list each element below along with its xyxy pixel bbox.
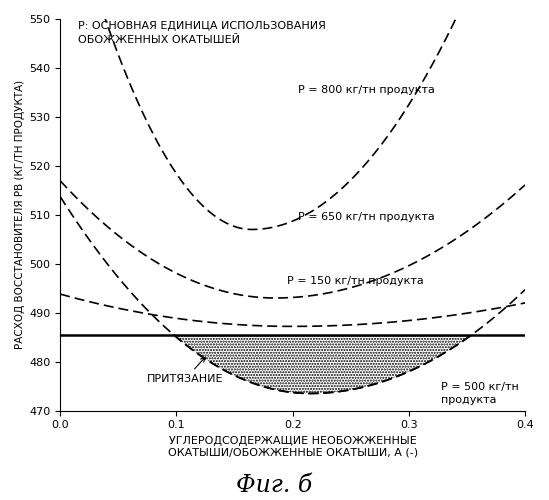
Text: P: ОСНОВНАЯ ЕДИНИЦА ИСПОЛЬЗОВАНИЯ
ОБОЖЖЕННЫХ ОКАТЫШЕЙ: P: ОСНОВНАЯ ЕДИНИЦА ИСПОЛЬЗОВАНИЯ ОБОЖЖЕ… [77, 22, 326, 44]
Y-axis label: РАСХОД ВОССТАНОВИТЕЛЯ РВ (КГ/ТН ПРОДУКТА): РАСХОД ВОССТАНОВИТЕЛЯ РВ (КГ/ТН ПРОДУКТА… [15, 80, 25, 349]
Text: ПРИТЯЗАНИЕ: ПРИТЯЗАНИЕ [147, 358, 224, 384]
Text: P = 800 кг/тн продукта: P = 800 кг/тн продукта [299, 85, 435, 95]
Text: Фиг. б: Фиг. б [237, 474, 312, 498]
Text: P = 500 кг/тн
продукта: P = 500 кг/тн продукта [441, 382, 519, 404]
Text: P = 150 кг/тн продукта: P = 150 кг/тн продукта [287, 276, 424, 286]
X-axis label: УГЛЕРОДСОДЕРЖАЩИЕ НЕОБОЖЖЕННЫЕ
ОКАТЫШИ/ОБОЖЖЕННЫЕ ОКАТЫШИ, А (-): УГЛЕРОДСОДЕРЖАЩИЕ НЕОБОЖЖЕННЫЕ ОКАТЫШИ/О… [167, 436, 418, 458]
Text: P = 650 кг/тн продукта: P = 650 кг/тн продукта [299, 212, 435, 222]
